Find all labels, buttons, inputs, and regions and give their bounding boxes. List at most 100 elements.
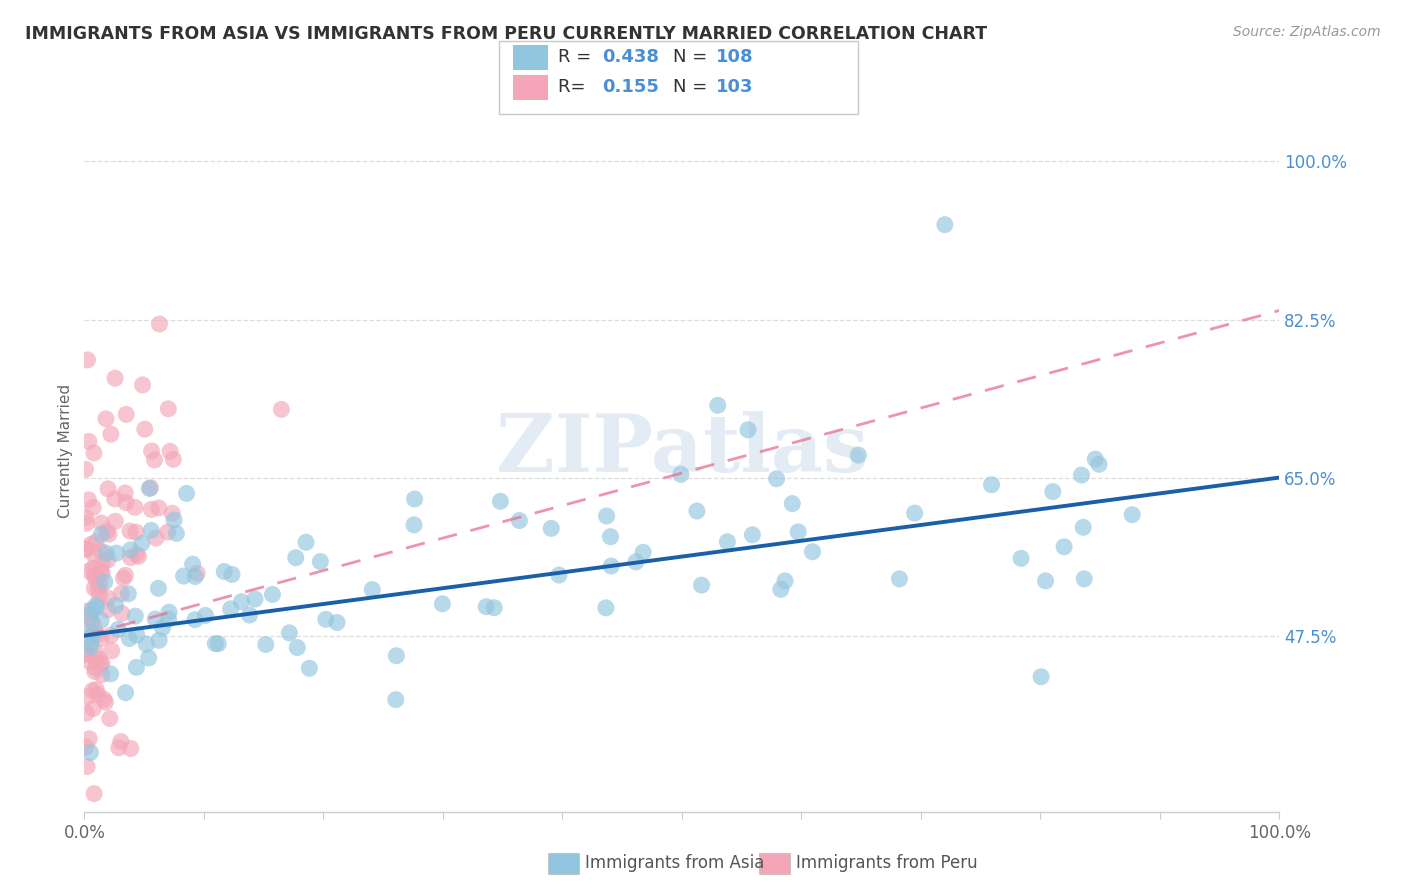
Point [75,541,97,556]
Point [145,531,167,545]
Point [117,587,139,601]
Point [83,787,105,801]
Point [138,482,160,496]
Point [112,571,135,585]
Point [82,701,104,715]
Point [143,612,166,626]
Point [82,628,104,642]
Point [214,565,236,579]
Point [124,609,146,624]
Point [93,692,115,706]
Point [87,582,110,597]
Point [194,608,217,623]
Point [77,492,100,507]
Point [134,422,156,436]
Point [89,578,111,592]
Point [475,599,498,614]
Point [741,528,763,542]
Point [77,564,100,578]
Point [243,592,266,607]
Point [84,682,107,697]
Point [204,636,226,650]
Text: IMMIGRANTS FROM ASIA VS IMMIGRANTS FROM PERU CURRENTLY MARRIED CORRELATION CHART: IMMIGRANTS FROM ASIA VS IMMIGRANTS FROM … [25,25,987,43]
Text: R=: R= [558,78,592,96]
Point [110,586,132,600]
Point [162,452,184,467]
Point [157,612,180,626]
Point [90,516,112,530]
Point [107,740,129,755]
Point [148,317,170,331]
Point [262,587,284,601]
Point [631,545,654,559]
Point [889,572,911,586]
Point [221,567,243,582]
Point [114,686,136,700]
Point [83,549,105,564]
Point [801,545,824,559]
Point [83,569,105,583]
Point [138,651,160,665]
Point [107,622,129,636]
Point [254,638,277,652]
Y-axis label: Currently Married: Currently Married [58,384,73,517]
Point [787,524,810,539]
Point [80,636,103,650]
Text: N =: N = [673,78,713,96]
Text: N =: N = [673,48,713,66]
Point [669,467,692,482]
Point [1042,484,1064,499]
Point [87,652,110,666]
Point [295,535,318,549]
Point [120,550,142,565]
Point [90,657,112,671]
Point [110,734,132,748]
Point [84,661,107,675]
Point [1029,670,1052,684]
Point [270,402,292,417]
Point [548,568,571,582]
Point [141,502,163,516]
Point [97,591,120,605]
Point [76,353,98,368]
Point [76,690,98,704]
Point [904,506,927,520]
Point [184,569,207,583]
Point [162,506,184,520]
Point [769,582,792,597]
Point [83,581,105,595]
Point [780,497,803,511]
Point [77,434,100,449]
Point [87,688,110,702]
Point [90,632,112,646]
Point [125,525,148,540]
Point [384,692,406,706]
Point [326,615,349,630]
Point [128,549,150,564]
Point [98,527,121,541]
Point [75,516,97,531]
Point [82,603,104,617]
Point [75,462,97,476]
Point [79,607,101,622]
Point [131,378,153,392]
Point [595,508,617,523]
Text: 0.438: 0.438 [602,48,659,66]
Point [98,712,121,726]
Point [156,524,179,539]
Point [1088,457,1111,471]
Text: 108: 108 [716,48,754,66]
Point [165,526,187,541]
Point [79,655,101,669]
Point [152,621,174,635]
Text: R =: R = [558,48,598,66]
Point [75,647,97,661]
Point [686,504,709,518]
Point [82,683,104,698]
Point [104,491,127,506]
Point [114,486,136,500]
Point [173,569,195,583]
Point [135,637,157,651]
Point [765,472,787,486]
Point [315,612,337,626]
